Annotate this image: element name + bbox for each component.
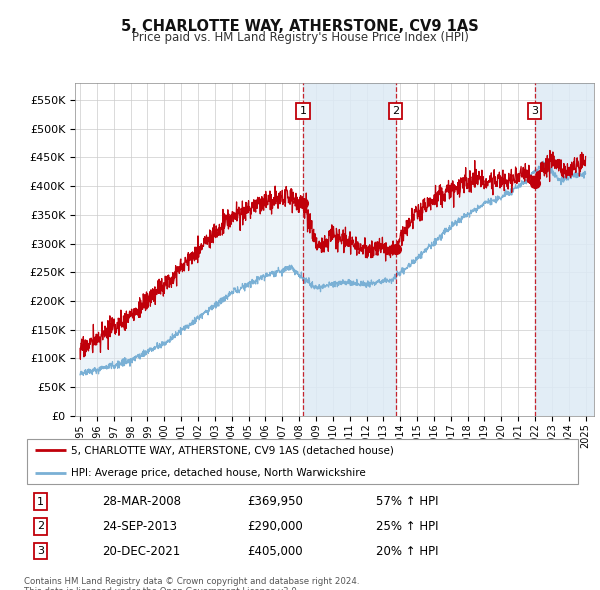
Text: Price paid vs. HM Land Registry's House Price Index (HPI): Price paid vs. HM Land Registry's House … [131, 31, 469, 44]
Bar [535, 83, 594, 416]
Text: 3: 3 [531, 106, 538, 116]
Text: 3: 3 [37, 546, 44, 556]
Text: 2: 2 [37, 522, 44, 532]
Text: 20-DEC-2021: 20-DEC-2021 [102, 545, 181, 558]
Text: £405,000: £405,000 [247, 545, 303, 558]
Text: HPI: Average price, detached house, North Warwickshire: HPI: Average price, detached house, Nort… [71, 468, 366, 478]
Text: 20% ↑ HPI: 20% ↑ HPI [376, 545, 438, 558]
Text: £369,950: £369,950 [247, 495, 303, 508]
Text: £290,000: £290,000 [247, 520, 303, 533]
Text: 5, CHARLOTTE WAY, ATHERSTONE, CV9 1AS: 5, CHARLOTTE WAY, ATHERSTONE, CV9 1AS [121, 19, 479, 34]
Text: 25% ↑ HPI: 25% ↑ HPI [376, 520, 438, 533]
Text: 24-SEP-2013: 24-SEP-2013 [102, 520, 177, 533]
Text: 1: 1 [299, 106, 307, 116]
Text: 5, CHARLOTTE WAY, ATHERSTONE, CV9 1AS (detached house): 5, CHARLOTTE WAY, ATHERSTONE, CV9 1AS (d… [71, 445, 394, 455]
Text: 28-MAR-2008: 28-MAR-2008 [102, 495, 181, 508]
Text: 57% ↑ HPI: 57% ↑ HPI [376, 495, 438, 508]
Text: 2: 2 [392, 106, 399, 116]
Bar [303, 83, 395, 416]
FancyBboxPatch shape [27, 439, 578, 484]
Text: 1: 1 [37, 497, 44, 507]
Text: Contains HM Land Registry data © Crown copyright and database right 2024.
This d: Contains HM Land Registry data © Crown c… [24, 577, 359, 590]
